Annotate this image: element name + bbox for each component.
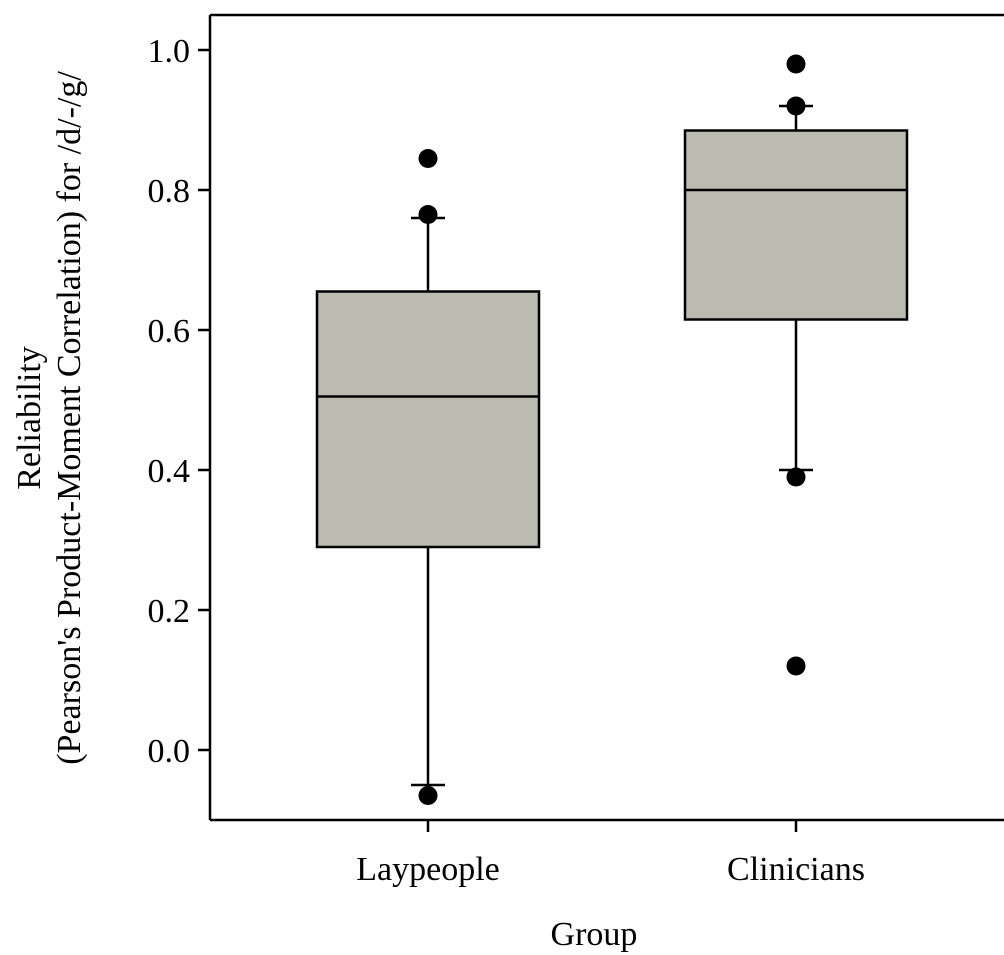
outlier-point bbox=[786, 656, 806, 676]
outlier-point bbox=[786, 54, 806, 74]
y-tick-label: 0.4 bbox=[148, 453, 191, 490]
box-laypeople bbox=[315, 149, 541, 805]
outlier-point bbox=[418, 205, 438, 224]
axes: 0.0 0.2 0.4 0.6 0.8 1.0 Laypeople Clinicians bbox=[148, 13, 1004, 888]
y-tick-label: 0.6 bbox=[148, 313, 191, 350]
y-tick-label: 0.2 bbox=[148, 593, 191, 630]
x-tick-label-clinicians: Clinicians bbox=[727, 851, 865, 888]
y-axis-label-line1: Reliability bbox=[11, 346, 48, 490]
x-tick-label-laypeople: Laypeople bbox=[356, 851, 500, 888]
outlier-point bbox=[786, 96, 806, 116]
x-axis-label: Group bbox=[551, 916, 638, 953]
y-axis-label: Reliability (Pearson's Product-Moment Co… bbox=[11, 71, 88, 765]
y-tick-label: 0.8 bbox=[148, 173, 191, 210]
outlier-point bbox=[418, 786, 438, 805]
iqr-box bbox=[683, 129, 909, 321]
outlier-point bbox=[786, 467, 806, 487]
y-tick-label: 1.0 bbox=[148, 33, 191, 70]
box-clinicians bbox=[683, 54, 909, 676]
y-tick-label: 0.0 bbox=[148, 733, 191, 770]
outlier-point bbox=[418, 149, 438, 168]
y-axis-label-line2: (Pearson's Product-Moment Correlation) f… bbox=[51, 71, 88, 765]
iqr-box bbox=[315, 290, 541, 549]
plot-area bbox=[315, 54, 909, 805]
